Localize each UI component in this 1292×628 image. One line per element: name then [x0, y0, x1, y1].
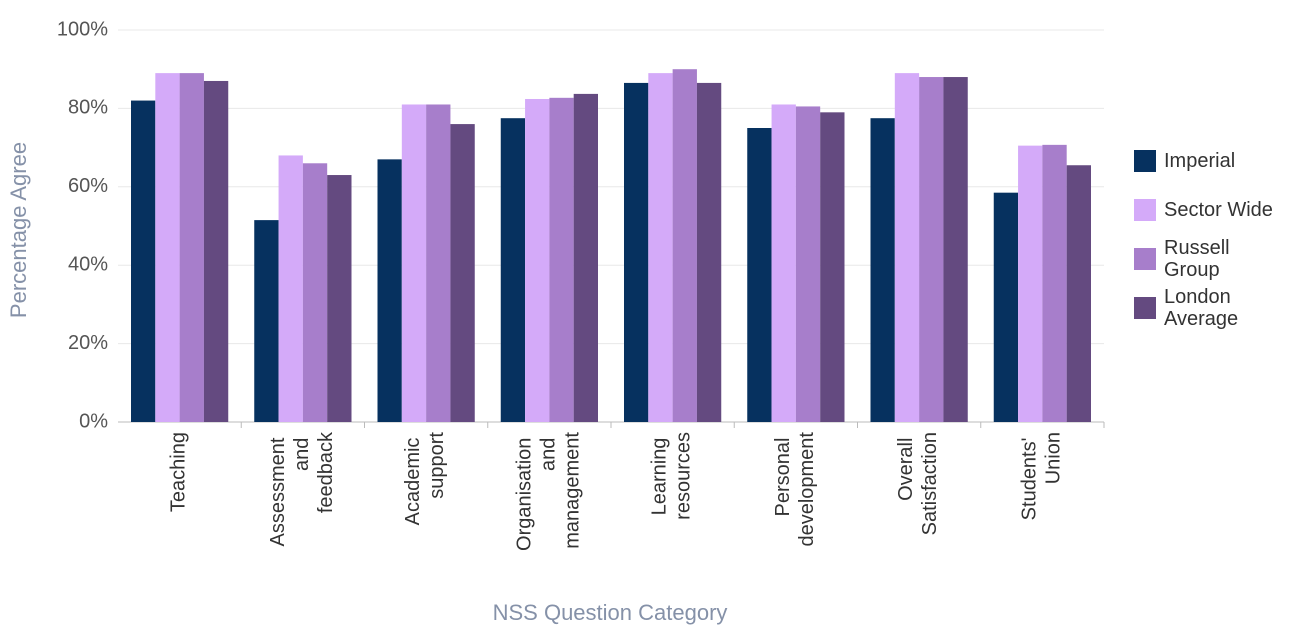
- bar: [771, 104, 796, 422]
- bar: [870, 118, 895, 422]
- y-tick-label: 80%: [68, 97, 108, 119]
- x-tick-label: Personal development: [772, 432, 818, 547]
- x-tick-label: Academic support: [402, 432, 448, 526]
- legend-item: Sector Wide: [1134, 185, 1290, 234]
- legend-label: Imperial: [1164, 149, 1236, 172]
- bar: [500, 118, 526, 422]
- legend-swatch: [1134, 296, 1156, 319]
- bar: [1066, 165, 1091, 423]
- y-tick-label: 60%: [68, 175, 108, 197]
- bar: [1018, 145, 1043, 422]
- x-tick-label: Assessment and feedback: [267, 431, 337, 546]
- legend-item: London Average: [1134, 283, 1290, 332]
- bar: [624, 82, 649, 423]
- y-tick-label: 20%: [68, 332, 108, 354]
- legend-swatch: [1134, 149, 1156, 172]
- legend: Imperial Sector Wide Russell Group London A…: [1134, 136, 1290, 332]
- bar: [254, 220, 279, 422]
- legend-swatch: [1134, 247, 1156, 270]
- bar: [302, 163, 328, 422]
- bar: [648, 73, 673, 423]
- bar: [426, 104, 451, 422]
- bar: [179, 73, 204, 423]
- bar: [1042, 144, 1067, 422]
- bar: [943, 77, 968, 422]
- bar: [131, 100, 156, 422]
- bar: [327, 175, 352, 422]
- bar: [401, 104, 427, 422]
- bar: [894, 73, 920, 423]
- y-tick-label: 40%: [68, 253, 108, 275]
- bar: [155, 73, 180, 423]
- bar: [278, 155, 303, 422]
- bar: [573, 93, 598, 422]
- legend-item: Imperial: [1134, 136, 1290, 185]
- legend-item: Russell Group: [1134, 234, 1290, 283]
- x-axis-title: NSS Question Category: [493, 600, 728, 625]
- bar: [203, 80, 229, 423]
- y-tick-label: 100%: [57, 18, 108, 40]
- y-axis-title: Percentage Agree: [6, 142, 31, 318]
- legend-label: London Average: [1164, 285, 1239, 330]
- x-tick-label: Learning resources: [649, 432, 695, 520]
- bar: [919, 77, 944, 422]
- bar: [525, 98, 550, 422]
- legend-label: Sector Wide: [1164, 198, 1273, 221]
- bar: [672, 69, 697, 422]
- x-tick-label: Organisation and management: [514, 432, 584, 551]
- bar: [795, 106, 821, 422]
- x-tick-label: Teaching: [168, 432, 190, 512]
- bar: [377, 159, 402, 423]
- bar: [450, 124, 475, 422]
- bar: [696, 82, 722, 423]
- x-tick-label: Overall Satisfaction: [895, 432, 941, 535]
- bar: [993, 192, 1019, 422]
- bar: [820, 112, 845, 422]
- legend-swatch: [1134, 198, 1156, 221]
- legend-label: Russell Group: [1164, 236, 1230, 281]
- y-tick-label: 0%: [79, 410, 108, 432]
- x-tick-label: Students' Union: [1019, 432, 1065, 520]
- bar: [747, 128, 772, 422]
- bar: [549, 97, 574, 422]
